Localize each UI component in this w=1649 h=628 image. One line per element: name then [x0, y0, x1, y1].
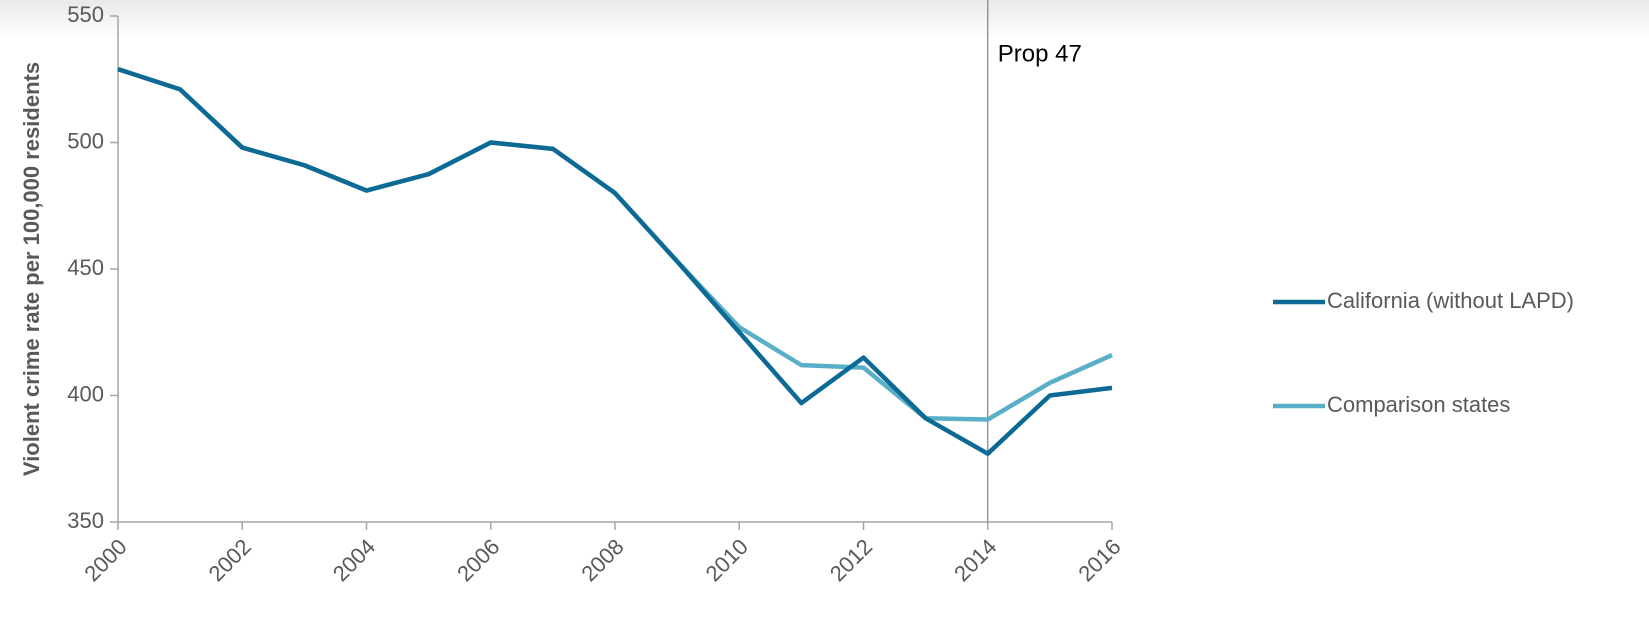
x-tick-label: 2004	[328, 534, 380, 586]
background-shade	[0, 0, 1649, 40]
y-tick-label: 350	[67, 508, 104, 533]
x-tick-label: 2000	[79, 534, 131, 586]
y-tick-label: 550	[67, 2, 104, 27]
x-tick-label: 2010	[701, 534, 753, 586]
series-line	[117, 66, 1113, 422]
y-tick-label: 450	[67, 255, 104, 280]
x-tick-label: 2014	[949, 534, 1001, 586]
x-tick-label: 2008	[576, 534, 628, 586]
legend-label: Comparison states	[1327, 392, 1510, 417]
x-tick-label: 2016	[1073, 534, 1125, 586]
annotation-label: Prop 47	[998, 40, 1082, 67]
x-tick-label: 2012	[825, 534, 877, 586]
legend-label: California (without LAPD)	[1327, 288, 1574, 313]
x-tick-label: 2006	[452, 534, 504, 586]
y-tick-label: 500	[67, 128, 104, 153]
series-line	[117, 66, 1113, 456]
x-tick-label: 2002	[204, 534, 256, 586]
y-axis-label: Violent crime rate per 100,000 residents	[19, 62, 44, 476]
y-tick-label: 400	[67, 381, 104, 406]
